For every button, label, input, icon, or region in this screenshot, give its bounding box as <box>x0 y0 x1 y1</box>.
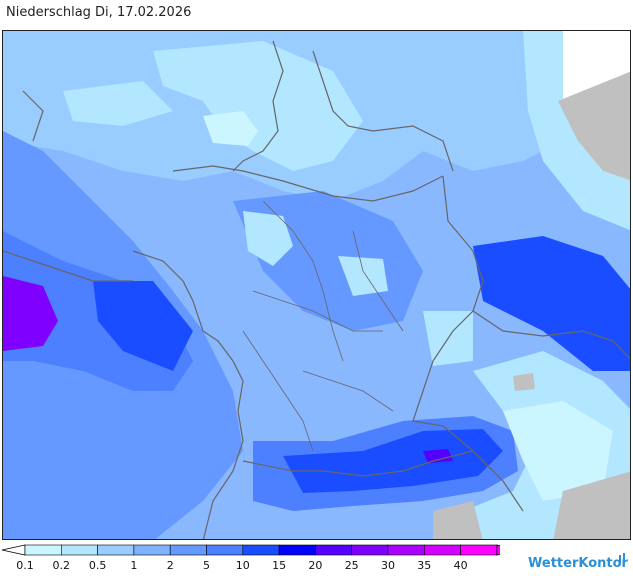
precip-zone-south-heavy <box>283 429 503 493</box>
terrain-southeast <box>553 471 630 539</box>
precip-zone-north-lightest <box>203 111 258 146</box>
legend-swatch <box>133 544 171 556</box>
legend-swatch <box>242 544 280 556</box>
precip-zone-east <box>473 236 630 371</box>
terrain-east-patch <box>513 373 535 391</box>
legend-label: 0.2 <box>52 559 71 572</box>
legend-label: 30 <box>381 559 395 572</box>
legend-label: 25 <box>344 559 359 572</box>
region-borders <box>242 200 404 452</box>
precip-zone-center-light <box>243 211 293 266</box>
brand-name: WetterKontor <box>528 556 628 571</box>
country-borders <box>3 40 630 539</box>
legend-label: 5 <box>203 559 210 572</box>
legend-label: 15 <box>272 559 287 572</box>
legend-swatch <box>97 544 135 556</box>
legend-swatch <box>460 544 498 556</box>
precip-zone-west-heavy <box>93 281 193 371</box>
precip-zone-west-max <box>3 276 58 351</box>
precipitation-map <box>2 30 631 540</box>
precip-zone-north-light <box>153 41 363 171</box>
legend-swatch <box>278 544 316 556</box>
legend-label: 35 <box>417 559 432 572</box>
precipitation-legend: 0.1 0.2 0.5 1 2 5 10 15 20 25 30 35 40 <box>0 543 519 580</box>
legend-color-bar <box>1 544 519 556</box>
precip-zone-northwest-light <box>63 81 173 126</box>
legend-swatch <box>387 544 425 556</box>
terrain-south <box>433 501 483 539</box>
legend-label: 0.1 <box>16 559 34 572</box>
legend-label: 20 <box>308 559 323 572</box>
legend-label: 2 <box>166 559 174 572</box>
legend-arrow-high <box>496 544 519 556</box>
legend-label: 10 <box>235 559 250 572</box>
legend-arrow-low <box>1 544 26 556</box>
precip-zone-southeast-lightest <box>503 401 613 501</box>
terrain-northeast <box>558 71 630 181</box>
precip-zone-center-east-light <box>338 256 388 296</box>
legend-swatch <box>206 544 244 556</box>
legend-label: 40 <box>453 559 468 572</box>
legend-label: 0.5 <box>88 559 107 572</box>
legend-swatch <box>315 544 352 556</box>
legend-label: 1 <box>130 559 138 572</box>
precip-zone-south-max <box>423 449 453 463</box>
legend-swatch <box>423 544 461 556</box>
map-title: Niederschlag Di, 17.02.2026 <box>6 5 192 20</box>
legend-swatch <box>24 544 62 556</box>
legend-swatch <box>169 544 207 556</box>
legend-swatch <box>351 544 389 556</box>
legend-swatch <box>60 544 98 556</box>
brand-logo-icon <box>619 553 625 563</box>
